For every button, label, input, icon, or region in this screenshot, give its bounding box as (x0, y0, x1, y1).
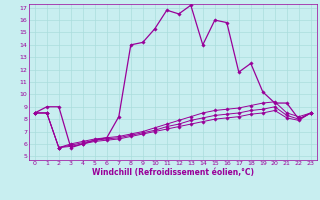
X-axis label: Windchill (Refroidissement éolien,°C): Windchill (Refroidissement éolien,°C) (92, 168, 254, 177)
